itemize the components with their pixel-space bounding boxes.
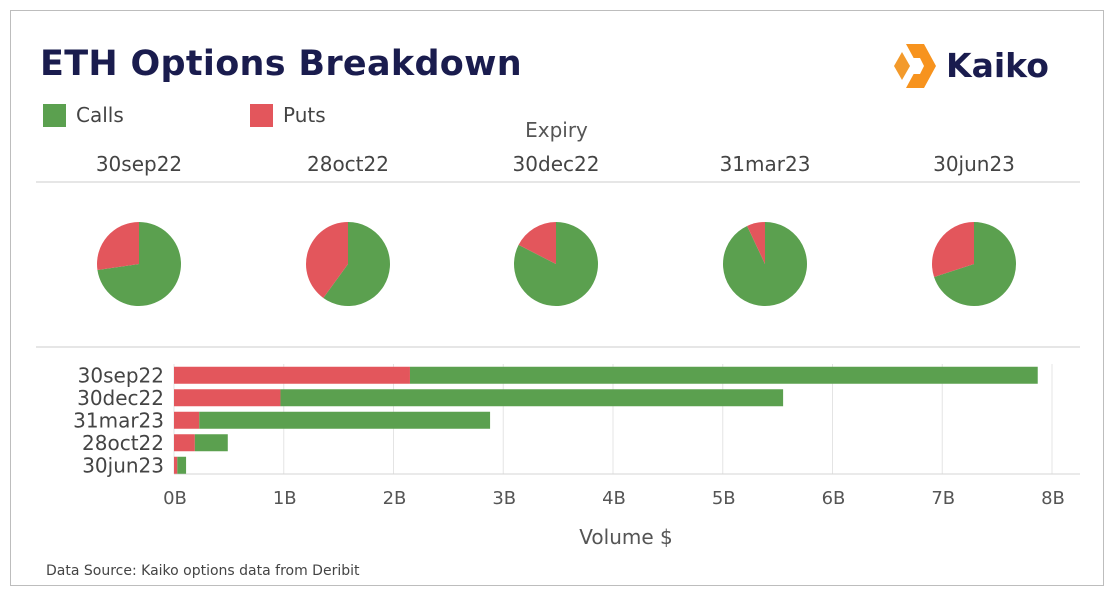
legend-calls-swatch <box>43 103 66 127</box>
x-tick-label-8B: 8B <box>1041 488 1065 509</box>
y-tick-label-30jun23: 30jun23 <box>82 453 164 477</box>
pie-slice-30jun23-puts <box>932 222 974 277</box>
bar-28oct22-puts <box>174 434 195 452</box>
pie-slice-30sep22-calls <box>97 222 181 306</box>
bar-30jun23-puts <box>174 456 178 474</box>
bar-30sep22-puts <box>174 366 410 384</box>
legend-calls-label: Calls <box>76 103 124 127</box>
pie-slice-31mar23-calls <box>722 222 807 306</box>
x-tick-label-0B: 0B <box>163 488 187 509</box>
pie-slice-28oct22-puts <box>306 222 348 298</box>
kaiko-logo-icon <box>894 44 936 88</box>
x-tick-label-4B: 4B <box>602 488 626 509</box>
bar-30dec22-calls <box>280 389 784 407</box>
bar-28oct22-calls <box>194 434 228 452</box>
bar-30sep22-calls <box>409 366 1038 384</box>
bar-30jun23-calls <box>177 456 187 474</box>
pie-facet-label-31mar23: 31mar23 <box>720 152 811 176</box>
pie-facet-label-30sep22: 30sep22 <box>96 152 182 176</box>
pie-slice-30jun23-calls <box>934 222 1016 306</box>
facet-title: Expiry <box>525 118 588 142</box>
pie-slice-30dec22-puts <box>518 222 556 264</box>
page-title: ETH Options Breakdown <box>40 44 522 84</box>
legend-puts: Puts <box>250 102 326 128</box>
bar-31mar23-puts <box>174 411 200 429</box>
x-tick-label-7B: 7B <box>931 488 955 509</box>
y-tick-label-30sep22: 30sep22 <box>78 363 164 387</box>
bar-30dec22-puts <box>174 389 281 407</box>
brand-name: Kaiko <box>946 46 1049 85</box>
pie-facet-label-30dec22: 30dec22 <box>513 152 600 176</box>
y-tick-label-30dec22: 30dec22 <box>77 386 164 410</box>
x-tick-label-3B: 3B <box>492 488 516 509</box>
pie-slice-31mar23-puts <box>747 222 765 264</box>
x-tick-label-2B: 2B <box>383 488 407 509</box>
legend-puts-label: Puts <box>283 103 326 127</box>
data-source-note: Data Source: Kaiko options data from Der… <box>46 563 360 579</box>
x-tick-label-6B: 6B <box>822 488 846 509</box>
legend-calls: Calls <box>43 102 124 128</box>
legend-puts-swatch <box>250 103 273 127</box>
y-tick-label-28oct22: 28oct22 <box>82 431 164 455</box>
x-tick-label-1B: 1B <box>273 488 297 509</box>
x-tick-label-5B: 5B <box>712 488 736 509</box>
pie-facet-label-30jun23: 30jun23 <box>933 152 1015 176</box>
y-tick-label-31mar23: 31mar23 <box>73 408 164 432</box>
pie-facet-label-28oct22: 28oct22 <box>307 152 389 176</box>
pie-slice-30sep22-puts <box>97 222 139 271</box>
bar-31mar23-calls <box>199 411 491 429</box>
x-axis-title: Volume $ <box>579 525 672 549</box>
pie-slice-28oct22-calls <box>323 222 391 307</box>
